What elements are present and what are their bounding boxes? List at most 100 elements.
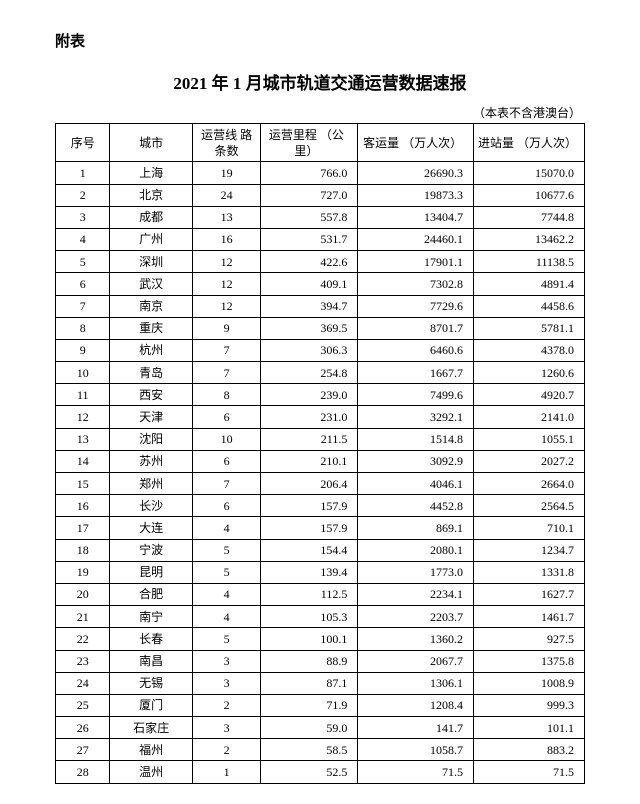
table-cell: 3 bbox=[192, 717, 260, 739]
table-cell: 112.5 bbox=[261, 583, 358, 605]
table-cell: 石家庄 bbox=[110, 717, 192, 739]
table-cell: 1773.0 bbox=[358, 561, 474, 583]
table-cell: 869.1 bbox=[358, 517, 474, 539]
table-cell: 武汉 bbox=[110, 273, 192, 295]
table-cell: 青岛 bbox=[110, 362, 192, 384]
table-cell: 7 bbox=[56, 295, 110, 317]
table-cell: 1 bbox=[56, 162, 110, 184]
table-row: 28温州152.571.571.5 bbox=[56, 761, 585, 783]
table-row: 26石家庄359.0141.7101.1 bbox=[56, 717, 585, 739]
table-cell: 206.4 bbox=[261, 473, 358, 495]
table-cell: 422.6 bbox=[261, 251, 358, 273]
table-cell: 883.2 bbox=[473, 739, 584, 761]
table-row: 20合肥4112.52234.11627.7 bbox=[56, 583, 585, 605]
table-cell: 4891.4 bbox=[473, 273, 584, 295]
table-cell: 58.5 bbox=[261, 739, 358, 761]
table-row: 25厦门271.91208.4999.3 bbox=[56, 694, 585, 716]
table-cell: 2203.7 bbox=[358, 606, 474, 628]
table-cell: 9 bbox=[192, 317, 260, 339]
table-cell: 557.8 bbox=[261, 206, 358, 228]
table-cell: 19 bbox=[56, 561, 110, 583]
page-title: 2021 年 1 月城市轨道交通运营数据速报 bbox=[55, 69, 585, 94]
table-cell: 531.7 bbox=[261, 228, 358, 250]
table-cell: 2080.1 bbox=[358, 539, 474, 561]
col-head-mileage: 运营里程 （公里） bbox=[261, 124, 358, 162]
table-cell: 长沙 bbox=[110, 495, 192, 517]
table-cell: 12 bbox=[192, 273, 260, 295]
col-head-index: 序号 bbox=[56, 124, 110, 162]
table-cell: 4452.8 bbox=[358, 495, 474, 517]
table-cell: 15 bbox=[56, 473, 110, 495]
table-cell: 4 bbox=[192, 606, 260, 628]
table-cell: 71.9 bbox=[261, 694, 358, 716]
table-row: 7南京12394.77729.64458.6 bbox=[56, 295, 585, 317]
table-header-row: 序号 城市 运营线 路条数 运营里程 （公里） 客运量 （万人次） 进站量 （万… bbox=[56, 124, 585, 162]
table-row: 16长沙6157.94452.82564.5 bbox=[56, 495, 585, 517]
document-page: 附表 2021 年 1 月城市轨道交通运营数据速报 （本表不含港澳台） 序号 城… bbox=[0, 0, 640, 804]
table-cell: 19 bbox=[192, 162, 260, 184]
table-cell: 10 bbox=[56, 362, 110, 384]
table-cell: 727.0 bbox=[261, 184, 358, 206]
table-cell: 10677.6 bbox=[473, 184, 584, 206]
table-row: 19昆明5139.41773.01331.8 bbox=[56, 561, 585, 583]
table-cell: 59.0 bbox=[261, 717, 358, 739]
table-row: 13沈阳10211.51514.81055.1 bbox=[56, 428, 585, 450]
table-cell: 4 bbox=[192, 583, 260, 605]
table-cell: 52.5 bbox=[261, 761, 358, 783]
table-cell: 2 bbox=[192, 739, 260, 761]
table-cell: 3 bbox=[192, 672, 260, 694]
table-cell: 1208.4 bbox=[358, 694, 474, 716]
table-cell: 天津 bbox=[110, 406, 192, 428]
table-cell: 7 bbox=[192, 362, 260, 384]
table-cell: 6 bbox=[192, 495, 260, 517]
table-cell: 22 bbox=[56, 628, 110, 650]
table-cell: 369.5 bbox=[261, 317, 358, 339]
table-cell: 139.4 bbox=[261, 561, 358, 583]
table-cell: 306.3 bbox=[261, 339, 358, 361]
table-row: 10青岛7254.81667.71260.6 bbox=[56, 362, 585, 384]
table-row: 24无锡387.11306.11008.9 bbox=[56, 672, 585, 694]
table-cell: 1260.6 bbox=[473, 362, 584, 384]
table-cell: 5 bbox=[192, 539, 260, 561]
table-cell: 13 bbox=[192, 206, 260, 228]
table-cell: 1375.8 bbox=[473, 650, 584, 672]
table-cell: 157.9 bbox=[261, 517, 358, 539]
table-cell: 无锡 bbox=[110, 672, 192, 694]
table-cell: 郑州 bbox=[110, 473, 192, 495]
table-cell: 7729.6 bbox=[358, 295, 474, 317]
table-cell: 6 bbox=[192, 450, 260, 472]
table-cell: 154.4 bbox=[261, 539, 358, 561]
table-cell: 11 bbox=[56, 384, 110, 406]
table-cell: 15070.0 bbox=[473, 162, 584, 184]
table-cell: 16 bbox=[192, 228, 260, 250]
table-cell: 999.3 bbox=[473, 694, 584, 716]
table-cell: 12 bbox=[56, 406, 110, 428]
table-cell: 大连 bbox=[110, 517, 192, 539]
table-row: 1上海19766.026690.315070.0 bbox=[56, 162, 585, 184]
col-head-city: 城市 bbox=[110, 124, 192, 162]
table-cell: 17 bbox=[56, 517, 110, 539]
table-cell: 16 bbox=[56, 495, 110, 517]
table-cell: 19873.3 bbox=[358, 184, 474, 206]
table-cell: 福州 bbox=[110, 739, 192, 761]
table-cell: 2067.7 bbox=[358, 650, 474, 672]
table-cell: 2564.5 bbox=[473, 495, 584, 517]
table-cell: 北京 bbox=[110, 184, 192, 206]
table-cell: 239.0 bbox=[261, 384, 358, 406]
table-row: 22长春5100.11360.2927.5 bbox=[56, 628, 585, 650]
table-cell: 重庆 bbox=[110, 317, 192, 339]
table-cell: 合肥 bbox=[110, 583, 192, 605]
table-cell: 2141.0 bbox=[473, 406, 584, 428]
table-cell: 710.1 bbox=[473, 517, 584, 539]
table-cell: 26690.3 bbox=[358, 162, 474, 184]
table-cell: 100.1 bbox=[261, 628, 358, 650]
table-cell: 2664.0 bbox=[473, 473, 584, 495]
table-cell: 1331.8 bbox=[473, 561, 584, 583]
table-row: 8重庆9369.58701.75781.1 bbox=[56, 317, 585, 339]
table-row: 2北京24727.019873.310677.6 bbox=[56, 184, 585, 206]
table-cell: 2234.1 bbox=[358, 583, 474, 605]
table-row: 15郑州7206.44046.12664.0 bbox=[56, 473, 585, 495]
table-cell: 深圳 bbox=[110, 251, 192, 273]
table-cell: 21 bbox=[56, 606, 110, 628]
table-cell: 1055.1 bbox=[473, 428, 584, 450]
